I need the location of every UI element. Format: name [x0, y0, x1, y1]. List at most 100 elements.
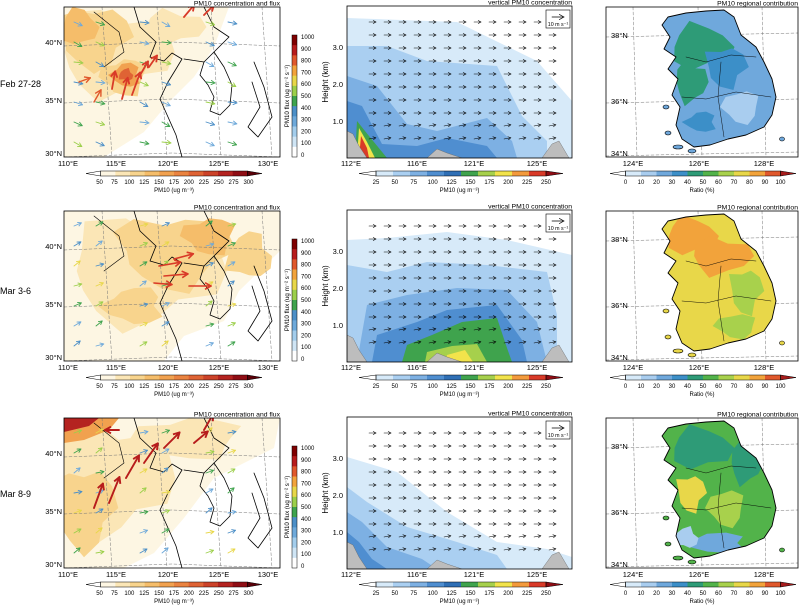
wind-vector: [413, 224, 422, 228]
colorbar-swatch: [292, 249, 297, 260]
vector-head: [209, 529, 215, 535]
wind-vector: [413, 315, 422, 319]
vector-head: [142, 548, 148, 553]
vector-shaft: [73, 81, 84, 85]
lat-tick: 36°N: [611, 301, 628, 310]
reference-vector-box: [545, 420, 571, 440]
graticule-parallel: [64, 452, 280, 458]
colorbar-tick: 125: [447, 591, 458, 597]
colorbar-tick: 100: [428, 591, 439, 597]
wind-vector: [205, 261, 214, 267]
colorbar-tick: 175: [169, 591, 180, 597]
vector-shaft: [153, 282, 173, 286]
vector-head: [477, 327, 482, 332]
contribution-frame: [605, 210, 799, 362]
vector-head: [507, 98, 512, 102]
vector-head: [507, 111, 512, 115]
wind-vector: [428, 33, 437, 37]
wind-vector: [368, 470, 377, 474]
vector-head: [507, 72, 512, 76]
vector-shaft: [227, 61, 237, 67]
korea-coastline: [661, 9, 777, 148]
vector-shaft: [95, 471, 105, 474]
vector-head: [231, 529, 236, 534]
colorbar-label: PM10 (ug m⁻³): [440, 392, 480, 398]
wind-vector: [368, 276, 377, 280]
vector-head: [522, 289, 527, 293]
colorbar-tick: 200: [301, 129, 312, 135]
vector-shaft: [161, 41, 172, 44]
reference-vector-label: 10 m s⁻¹: [548, 22, 569, 28]
wind-vector: [518, 33, 527, 37]
vector-shaft: [205, 342, 214, 347]
vector-head: [76, 448, 82, 453]
vector-shaft: [428, 535, 437, 538]
vector-head: [372, 276, 377, 280]
vector-head: [163, 547, 169, 552]
vector-shaft: [139, 529, 148, 534]
wind-vector: [488, 340, 497, 345]
vector-shaft: [161, 448, 170, 454]
colorbar-end-low: [609, 170, 626, 177]
vector-shaft: [413, 341, 422, 344]
vector-head: [143, 509, 149, 515]
colorbar-swatch: [232, 171, 248, 176]
wind-vector: [503, 98, 512, 102]
vector-head: [372, 46, 377, 50]
vector-shaft: [488, 341, 497, 344]
graticule-meridian: [632, 418, 638, 568]
section-colorbar: [358, 170, 564, 177]
height-tick: 2.0: [333, 284, 343, 293]
vector-head: [402, 522, 407, 526]
vector-head: [558, 424, 565, 432]
colorbar-tick: 250: [541, 384, 552, 390]
vector-shaft: [139, 280, 147, 287]
wind-vector: [428, 85, 437, 89]
vector-shaft: [95, 121, 106, 126]
wind-vector: [473, 98, 482, 102]
vector-shaft: [73, 528, 82, 534]
vector-head: [522, 59, 527, 63]
wind-vector: [443, 98, 452, 102]
colorbar-swatch: [203, 375, 219, 380]
vector-shaft: [368, 124, 377, 127]
colorbar-swatch: [625, 171, 642, 176]
terrain: [347, 541, 368, 569]
vector-shaft: [227, 223, 237, 227]
wind-vector: [161, 121, 171, 127]
wind-vector: [227, 468, 236, 474]
colorbar-tick: 200: [503, 180, 514, 186]
lon-tick: 116°E: [407, 363, 427, 372]
colorbar-swatch: [292, 35, 297, 46]
vector-head: [522, 98, 527, 102]
lon-tick: 125°E: [209, 159, 230, 168]
wind-vector: [488, 276, 497, 280]
wind-vector: [95, 262, 105, 268]
vector-head: [477, 136, 482, 141]
vector-head: [99, 262, 105, 268]
vector-shaft: [161, 61, 172, 65]
colorbar-swatch: [292, 85, 297, 97]
colorbar-tick: 10: [638, 384, 645, 390]
vector-head: [165, 22, 171, 27]
vector-head: [522, 327, 527, 332]
flux-vector: [110, 70, 119, 90]
vector-head: [402, 136, 407, 141]
vector-shaft: [205, 21, 216, 26]
vector-head: [537, 470, 542, 474]
colorbar-swatch: [444, 582, 462, 587]
wind-vector: [548, 340, 557, 345]
colorbar-tick: 500: [301, 505, 312, 511]
vector-head: [447, 534, 452, 539]
vector-head: [209, 141, 215, 147]
vector-head: [230, 548, 236, 553]
vector-shaft: [139, 261, 148, 267]
colorbar-swatch: [292, 116, 297, 127]
terrain: [426, 352, 463, 362]
vector-shaft: [161, 340, 169, 347]
vector-head: [432, 136, 437, 141]
section-area: [347, 210, 572, 362]
vector-head: [99, 21, 106, 27]
wind-vector: [139, 321, 148, 327]
wind-vector: [368, 46, 377, 50]
